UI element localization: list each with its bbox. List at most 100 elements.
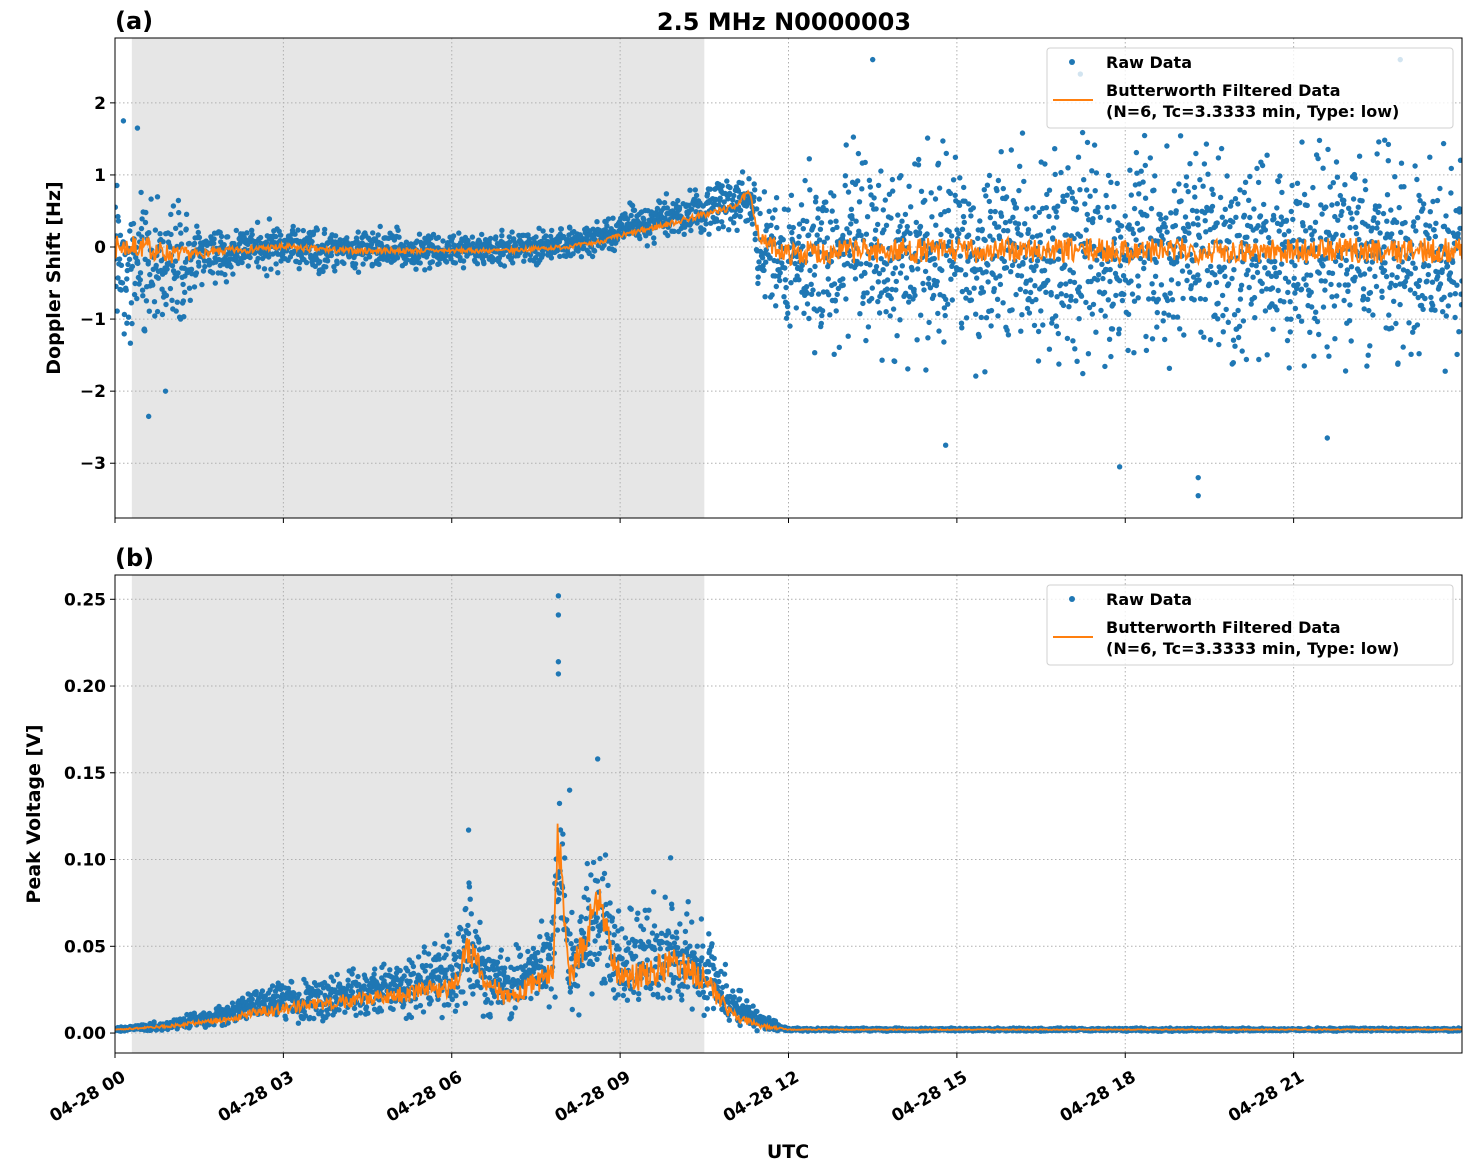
raw-data-point [1384,274,1389,279]
raw-data-point [482,992,487,997]
raw-data-point [890,177,895,182]
raw-data-point [612,932,617,937]
raw-data-point [1242,213,1247,218]
raw-data-point [1416,351,1421,356]
raw-data-point [453,1009,458,1014]
raw-data-point [224,279,229,284]
raw-data-point [1102,290,1107,295]
raw-data-point [1386,312,1391,317]
raw-data-point [750,221,755,226]
raw-data-point [543,233,548,238]
raw-data-point [1319,211,1324,216]
raw-data-point [250,232,255,237]
raw-data-point [734,228,739,233]
raw-data-point [528,996,533,1001]
raw-data-point [1374,284,1379,289]
raw-data-point [576,1012,581,1017]
raw-data-point [297,266,302,271]
raw-data-point [187,241,192,246]
raw-data-point [1341,198,1346,203]
raw-data-point [597,856,602,861]
raw-data-point [828,219,833,224]
raw-data-point [1453,291,1458,296]
raw-data-point [746,176,751,181]
raw-data-point [738,988,743,993]
raw-data-point [959,321,964,326]
raw-data-point [1344,258,1349,263]
raw-data-point [589,991,594,996]
raw-data-point [1192,194,1197,199]
raw-data-point [1365,297,1370,302]
raw-data-point [150,282,155,287]
raw-data-point [1064,293,1069,298]
raw-data-point [853,276,858,281]
raw-data-point [1376,204,1381,209]
raw-data-point [1381,244,1386,249]
raw-data-point [921,287,926,292]
raw-data-point [894,279,899,284]
raw-data-point [1295,282,1300,287]
raw-data-point [1010,215,1015,220]
raw-data-point [559,226,564,231]
raw-data-point [1208,264,1213,269]
raw-data-point [783,285,788,290]
raw-data-point [1017,164,1022,169]
raw-data-point [1379,289,1384,294]
raw-data-point [116,218,121,223]
raw-data-point [645,957,650,962]
raw-data-point [1381,211,1386,216]
raw-data-point [636,997,641,1002]
raw-data-point [334,261,339,266]
raw-data-point [1033,214,1038,219]
raw-data-point [881,227,886,232]
raw-data-point [650,930,655,935]
raw-data-point [1458,292,1463,297]
raw-data-point [1184,278,1189,283]
raw-data-point [461,265,466,270]
raw-data-point [1222,274,1227,279]
raw-data-point [1448,292,1453,297]
raw-data-point [1004,265,1009,270]
raw-data-point [422,267,427,272]
raw-data-point [1292,263,1297,268]
raw-data-point [1093,330,1098,335]
raw-data-point [1260,163,1265,168]
figure-title: 2.5 MHz N0000003 [657,8,911,36]
raw-data-point [1329,202,1334,207]
raw-data-point [1136,283,1141,288]
raw-data-point [1252,315,1257,320]
raw-data-point [1028,290,1033,295]
raw-data-point [1441,141,1446,146]
raw-data-point [1062,262,1067,267]
raw-data-point [1345,289,1350,294]
raw-data-point [470,991,475,996]
raw-data-point [1343,368,1348,373]
raw-data-point [914,220,919,225]
raw-data-point [1195,222,1200,227]
raw-data-point [853,219,858,224]
raw-data-point [1366,308,1371,313]
raw-data-point [752,181,757,186]
raw-data-point [989,308,994,313]
raw-data-point [1058,282,1063,287]
raw-data-point [1204,141,1209,146]
raw-data-point [454,1003,459,1008]
raw-data-point [772,207,777,212]
raw-data-point [1359,198,1364,203]
raw-data-point [1412,163,1417,168]
raw-data-point [754,206,759,211]
raw-data-point [1216,155,1221,160]
raw-data-point [152,299,157,304]
raw-data-point [1220,215,1225,220]
raw-data-point [1416,193,1421,198]
raw-data-point [652,947,657,952]
raw-data-point [1329,294,1334,299]
raw-data-point [918,313,923,318]
raw-data-point [1264,153,1269,158]
raw-data-point [222,242,227,247]
raw-data-point [1077,284,1082,289]
raw-data-point [932,262,937,267]
raw-data-point [1372,274,1377,279]
raw-data-point [848,221,853,226]
raw-data-point [1393,321,1398,326]
